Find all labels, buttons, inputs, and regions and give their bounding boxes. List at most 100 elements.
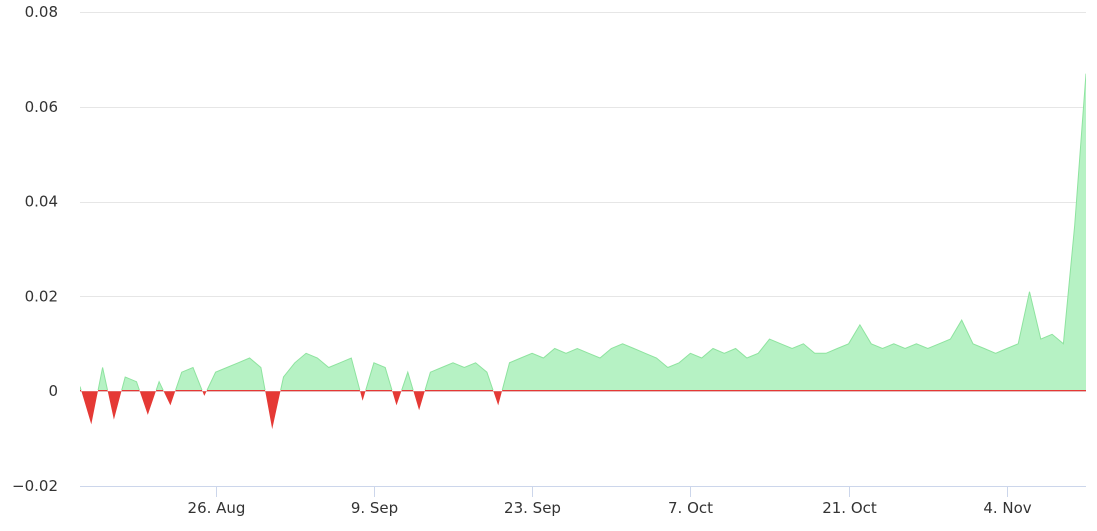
data-point	[361, 399, 364, 402]
y-tick-label: 0.04	[25, 193, 58, 211]
data-point	[813, 352, 816, 355]
data-point	[644, 352, 647, 355]
data-point	[79, 385, 82, 388]
data-point	[1085, 72, 1088, 75]
data-point	[689, 352, 692, 355]
data-point	[508, 361, 511, 364]
data-point	[327, 366, 330, 369]
data-point	[972, 342, 975, 345]
data-point	[406, 371, 409, 374]
data-point	[960, 319, 963, 322]
data-point	[836, 347, 839, 350]
y-tick-label: −0.02	[12, 477, 58, 495]
data-point	[124, 376, 127, 379]
x-axis-ticks: 26. Aug 9. Sep 23. Sep 7. Oct 21. Oct 4. Nov	[188, 487, 1032, 517]
x-tick-label: 26. Aug	[188, 499, 246, 517]
data-point	[904, 347, 907, 350]
data-point	[1073, 224, 1076, 227]
data-point	[384, 366, 387, 369]
x-tick-label: 23. Sep	[504, 499, 561, 517]
data-point	[745, 357, 748, 360]
series-layer	[80, 73, 1086, 430]
data-point	[101, 366, 104, 369]
data-point	[259, 366, 262, 369]
data-point	[734, 347, 737, 350]
data-point	[881, 347, 884, 350]
data-point	[305, 352, 308, 355]
x-tick-label: 4. Nov	[983, 499, 1031, 517]
x-tick-label: 21. Oct	[822, 499, 877, 517]
data-point	[915, 342, 918, 345]
data-point	[599, 357, 602, 360]
y-axis-labels: −0.02 0 0.02 0.04 0.06 0.08	[12, 3, 58, 495]
data-point	[892, 342, 895, 345]
data-point	[553, 347, 556, 350]
data-point	[565, 352, 568, 355]
data-point	[339, 361, 342, 364]
x-tick-label: 7. Oct	[668, 499, 713, 517]
data-point	[180, 371, 183, 374]
y-tick-label: 0.02	[25, 287, 58, 305]
data-point	[1005, 347, 1008, 350]
data-point	[858, 323, 861, 326]
data-point	[926, 347, 929, 350]
y-tick-label: 0.08	[25, 3, 58, 21]
positive-area	[80, 73, 1086, 390]
data-point	[1051, 333, 1054, 336]
data-point	[440, 366, 443, 369]
data-point	[757, 352, 760, 355]
data-point	[452, 361, 455, 364]
data-point	[474, 361, 477, 364]
data-point	[203, 394, 206, 397]
data-point	[350, 357, 353, 360]
data-point	[271, 428, 274, 431]
data-point	[112, 418, 115, 421]
data-point	[632, 347, 635, 350]
data-point	[847, 342, 850, 345]
x-tick-label: 9. Sep	[351, 499, 398, 517]
data-point	[666, 366, 669, 369]
data-point	[214, 371, 217, 374]
data-point	[146, 413, 149, 416]
data-point	[723, 352, 726, 355]
y-tick-label: 0.06	[25, 98, 58, 116]
positive-line	[80, 73, 1086, 390]
y-tick-label: 0	[48, 382, 58, 400]
grid-layer	[80, 12, 1086, 392]
data-point	[678, 361, 681, 364]
data-point	[768, 338, 771, 341]
data-point	[463, 366, 466, 369]
data-point	[519, 357, 522, 360]
data-point	[237, 361, 240, 364]
data-point	[994, 352, 997, 355]
data-point	[587, 352, 590, 355]
data-point	[802, 342, 805, 345]
data-point	[429, 371, 432, 374]
data-point	[576, 347, 579, 350]
data-point	[225, 366, 228, 369]
data-point	[158, 380, 161, 383]
data-point	[949, 338, 952, 341]
data-point	[1028, 290, 1031, 293]
data-point	[192, 366, 195, 369]
data-point	[282, 376, 285, 379]
data-point	[791, 347, 794, 350]
data-point	[418, 409, 421, 412]
data-point	[316, 357, 319, 360]
data-point	[372, 361, 375, 364]
data-point	[497, 404, 500, 407]
data-point	[169, 404, 172, 407]
data-point	[983, 347, 986, 350]
data-point	[712, 347, 715, 350]
data-point	[610, 347, 613, 350]
data-point	[779, 342, 782, 345]
data-point	[90, 423, 93, 426]
data-point	[1062, 342, 1065, 345]
data-point	[542, 357, 545, 360]
data-point	[621, 342, 624, 345]
data-point	[531, 352, 534, 355]
data-point	[870, 342, 873, 345]
data-point	[700, 357, 703, 360]
data-point	[938, 342, 941, 345]
